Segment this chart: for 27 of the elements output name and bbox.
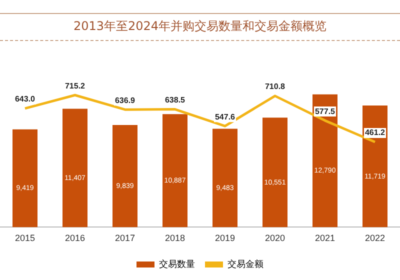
bar [112,125,138,228]
x-tick-label: 2015 [14,233,36,244]
x-tick-label: 2021 [314,233,336,244]
data-label: 715.2 [64,81,86,90]
data-label: 710.8 [264,82,286,92]
bar [312,94,338,228]
chart-title: 2013年至2024年并购交易数量和交易金额概览 [0,13,400,41]
x-tick-label: 2020 [264,233,286,244]
data-label: 547.6 [214,112,236,122]
x-tick-label: 2016 [64,233,86,244]
data-label: 638.5 [164,95,186,104]
bar [362,105,388,228]
legend-label: 交易数量 [159,258,195,269]
data-label: 577.5 [314,106,336,116]
bar [212,128,238,228]
x-tick-label: 2022 [364,233,386,244]
bar [162,114,188,228]
x-tick-label: 2017 [114,233,136,244]
bar [262,118,288,228]
bar [12,129,38,228]
legend-label: 交易金额 [228,258,264,269]
bar [62,108,88,228]
x-tick-label: 2019 [214,233,236,244]
data-label: 461.2 [364,128,386,138]
data-label: 636.9 [114,96,136,105]
data-label: 643.0 [14,94,36,104]
x-tick-label: 2018 [164,233,186,244]
